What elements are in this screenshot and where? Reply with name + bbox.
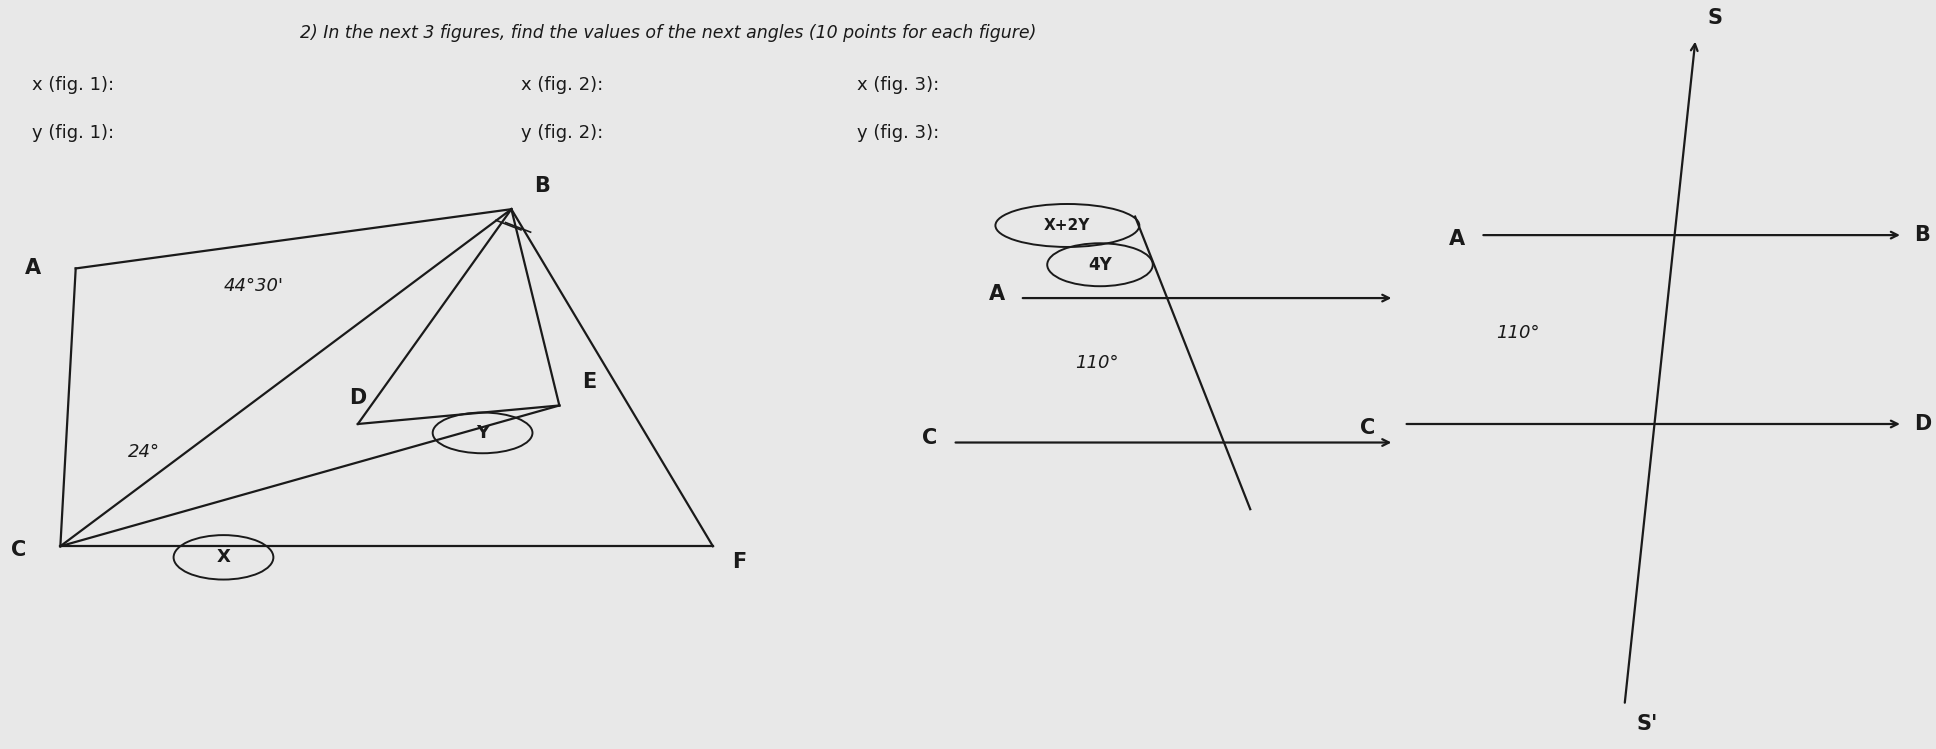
Text: A: A <box>1448 228 1466 249</box>
Text: 110°: 110° <box>1497 324 1539 342</box>
Text: x (fig. 3):: x (fig. 3): <box>858 76 939 94</box>
Text: C: C <box>10 540 25 560</box>
Text: x (fig. 1):: x (fig. 1): <box>31 76 114 94</box>
Text: D: D <box>1915 414 1932 434</box>
Text: S: S <box>1708 7 1721 28</box>
Text: C: C <box>1359 418 1375 437</box>
Text: 110°: 110° <box>1074 354 1119 372</box>
Text: y (fig. 3):: y (fig. 3): <box>858 124 939 142</box>
Text: X+2Y: X+2Y <box>1044 218 1090 233</box>
Text: 44°30': 44°30' <box>223 276 283 294</box>
Text: 4Y: 4Y <box>1088 255 1111 273</box>
Text: B: B <box>534 176 550 195</box>
Text: S': S' <box>1636 715 1657 734</box>
Text: 24°: 24° <box>128 443 159 461</box>
Text: y (fig. 2):: y (fig. 2): <box>521 124 604 142</box>
Text: X: X <box>217 548 230 566</box>
Text: Y: Y <box>476 424 490 442</box>
Text: C: C <box>922 428 937 449</box>
Text: A: A <box>989 284 1005 304</box>
Text: y (fig. 1):: y (fig. 1): <box>31 124 114 142</box>
Text: D: D <box>348 388 366 407</box>
Text: A: A <box>25 258 41 279</box>
Text: F: F <box>732 552 745 572</box>
Text: B: B <box>1915 225 1930 245</box>
Text: x (fig. 2):: x (fig. 2): <box>521 76 604 94</box>
Text: E: E <box>583 372 596 392</box>
Text: 2) In the next 3 figures, find the values of the next angles (10 points for each: 2) In the next 3 figures, find the value… <box>300 24 1036 42</box>
